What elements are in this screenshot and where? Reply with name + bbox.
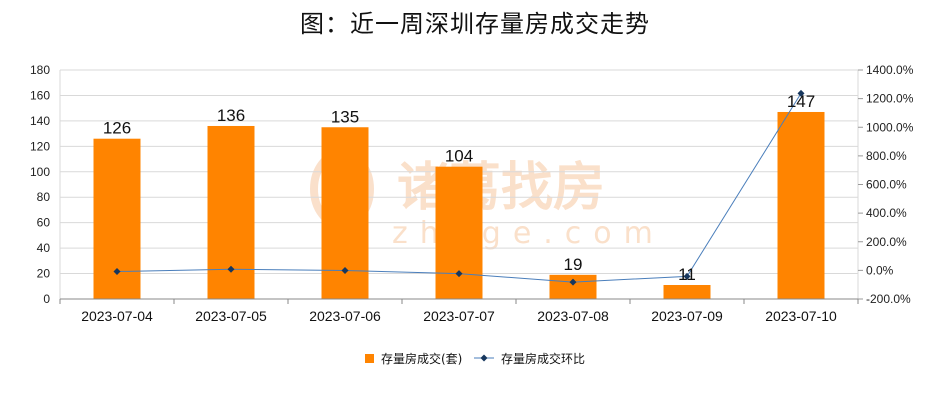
ratio-point: [455, 270, 463, 278]
bar-value-label: 126: [103, 119, 131, 138]
bar-value-label: 104: [445, 147, 473, 166]
y-right-tick-label: -200.0%: [866, 292, 911, 306]
x-tick-label: 2023-07-07: [423, 308, 495, 324]
y-right-tick-label: 800.0%: [866, 149, 907, 163]
legend: 存量房成交(套) 存量房成交环比: [365, 351, 585, 366]
bar: [435, 166, 483, 299]
y-left-tick-label: 100: [30, 165, 50, 179]
x-axis: 2023-07-04 2023-07-05 2023-07-06 2023-07-07…: [59, 298, 859, 324]
bar: [663, 285, 711, 299]
ratio-point: [113, 268, 121, 276]
y-left-tick-label: 140: [30, 114, 50, 128]
x-tick-label: 2023-07-08: [537, 308, 609, 324]
y-right-tick-label: 1400.0%: [866, 63, 914, 77]
bar-value-label: 11: [678, 265, 696, 284]
legend-line-marker: [480, 354, 488, 362]
ratio-point: [683, 272, 691, 280]
watermark-domain: zhuge.com: [392, 216, 665, 251]
x-tick-label: 2023-07-09: [651, 308, 723, 324]
y-right-tick-label: 1200.0%: [866, 92, 914, 106]
bar-value-label: 135: [331, 107, 359, 126]
y-left-tick-label: 80: [37, 190, 51, 204]
y-left-tick-label: 120: [30, 139, 50, 153]
line-series: [113, 89, 805, 286]
y-right-tick-label: 1000.0%: [866, 120, 914, 134]
legend-bar-swatch: [365, 354, 374, 363]
x-tick-label: 2023-07-04: [81, 308, 153, 324]
x-tick-label: 2023-07-05: [195, 308, 267, 324]
bar-value-label: 147: [787, 92, 815, 111]
y-right-tick-label: 600.0%: [866, 178, 907, 192]
data-labels: 126 136 135 104 19 11 147: [103, 92, 815, 284]
legend-bar-label: 存量房成交(套): [381, 351, 462, 366]
chart-title: 图：近一周深圳存量房成交走势: [300, 10, 650, 38]
watermark-brand: 诸葛找房: [397, 158, 605, 218]
ratio-point: [797, 89, 805, 97]
right-axis: -200.0% 0.0% 200.0% 400.0% 600.0% 800.0% 1000.…: [858, 63, 914, 306]
y-left-tick-label: 20: [37, 267, 51, 281]
y-right-tick-label: 0.0%: [866, 263, 894, 277]
legend-line-label: 存量房成交环比: [501, 351, 585, 366]
bar-value-label: 136: [217, 106, 245, 125]
ratio-point: [341, 266, 349, 274]
y-right-tick-label: 400.0%: [866, 206, 907, 220]
bar: [207, 125, 255, 299]
y-right-tick-label: 200.0%: [866, 235, 907, 249]
y-left-tick-label: 160: [30, 88, 50, 102]
ratio-point: [227, 265, 235, 273]
x-tick-label: 2023-07-10: [765, 308, 837, 324]
ratio-point: [569, 278, 577, 286]
x-tick-label: 2023-07-06: [309, 308, 381, 324]
bar: [549, 274, 597, 299]
y-left-tick-label: 60: [37, 216, 51, 230]
y-left-tick-label: 180: [30, 63, 50, 77]
y-left-tick-label: 0: [43, 292, 50, 306]
bar-value-label: 19: [564, 255, 583, 274]
left-axis: 0 20 40 60 80 100 120 140 160 180: [30, 63, 50, 306]
bar: [777, 111, 825, 299]
bar-series: [93, 111, 825, 299]
y-left-tick-label: 40: [37, 241, 51, 255]
